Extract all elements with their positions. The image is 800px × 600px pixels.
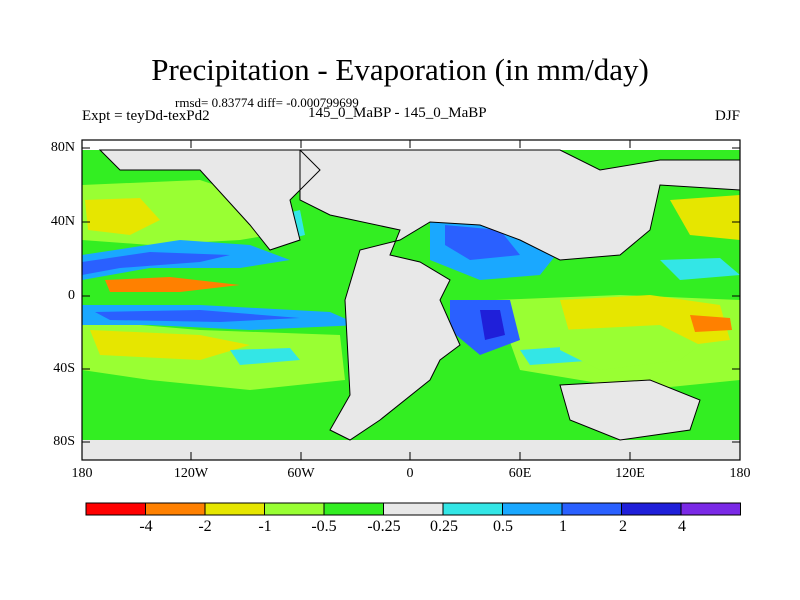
lon-label-180e: 180	[729, 466, 751, 481]
colorbar	[85, 502, 741, 516]
field-orange-1	[105, 277, 240, 292]
period-label: 145_0_MaBP - 145_0_MaBP	[308, 105, 487, 121]
colorbar-swatch	[204, 502, 265, 516]
colorbar-swatch	[561, 502, 622, 516]
land-east-gondwana	[560, 380, 700, 440]
land-antarctica-strip	[82, 440, 740, 460]
colorbar-label: -0.5	[311, 518, 337, 535]
lat-label-80n: 80N	[50, 140, 75, 155]
colorbar-label: 4	[678, 518, 686, 535]
field-orange-2	[690, 315, 732, 332]
stats-text: rmsd= 0.83774 diff= -0.000799699	[175, 95, 359, 110]
field-south-io	[560, 325, 700, 370]
lon-label-120w: 120W	[173, 466, 209, 481]
field-yellow-sp	[90, 330, 250, 360]
colorbar-label: 0.5	[493, 518, 513, 535]
map-field	[82, 140, 740, 460]
lat-label-0: 0	[68, 288, 75, 303]
land-pangea	[300, 150, 740, 440]
lon-label-180w: 180	[71, 466, 93, 481]
lat-ticks	[82, 147, 740, 443]
field-yellow-nwp	[670, 195, 740, 240]
lon-label-60w: 60W	[287, 466, 315, 481]
field-darkblue-tethys	[445, 225, 520, 260]
field-cyan-2	[230, 348, 300, 365]
colorbar-swatch	[145, 502, 206, 516]
lon-label-0: 0	[406, 466, 414, 481]
colorbar-label: 1	[559, 518, 567, 535]
colorbar-label: 0.25	[430, 518, 458, 535]
lat-label-40s: 40S	[53, 361, 75, 376]
field-cyan-3	[660, 258, 740, 280]
colorbar-label: -2	[198, 518, 212, 535]
field-darkblue-itcz-s	[95, 310, 300, 322]
colorbar-label: 2	[619, 518, 627, 535]
coast-east-gondwana	[559, 379, 701, 441]
field-navy-africa	[480, 310, 505, 340]
lon-label-120e: 120E	[615, 466, 645, 481]
colorbar-swatch	[85, 502, 146, 516]
lon-ticks	[81, 140, 741, 460]
lat-label-80s: 80S	[53, 434, 75, 449]
map-frame	[81, 139, 741, 461]
colorbar-swatch	[383, 502, 444, 516]
experiment-label: Expt = teyDd-texPd2	[82, 108, 210, 124]
colorbar-swatch	[442, 502, 503, 516]
land-north-america	[100, 150, 320, 250]
season-label: DJF	[714, 108, 740, 124]
colorbar-swatch	[680, 502, 741, 516]
colorbar-label: -1	[258, 518, 272, 535]
field-darkblue-itcz-n	[82, 252, 230, 275]
colorbar-label: -4	[139, 518, 153, 535]
colorbar-swatch	[323, 502, 384, 516]
colorbar-label: -0.25	[367, 518, 401, 535]
coast-north-america	[98, 149, 321, 251]
colorbar-swatch	[502, 502, 563, 516]
coast-pangea	[299, 149, 740, 441]
plot-title: Precipitation - Evaporation (in mm/day)	[151, 52, 649, 87]
lon-label-60e: 60E	[508, 466, 532, 481]
field-yellow-np1	[85, 198, 160, 235]
colorbar-swatch	[621, 502, 682, 516]
lat-label-40n: 40N	[50, 214, 75, 229]
colorbar-swatch	[264, 502, 325, 516]
